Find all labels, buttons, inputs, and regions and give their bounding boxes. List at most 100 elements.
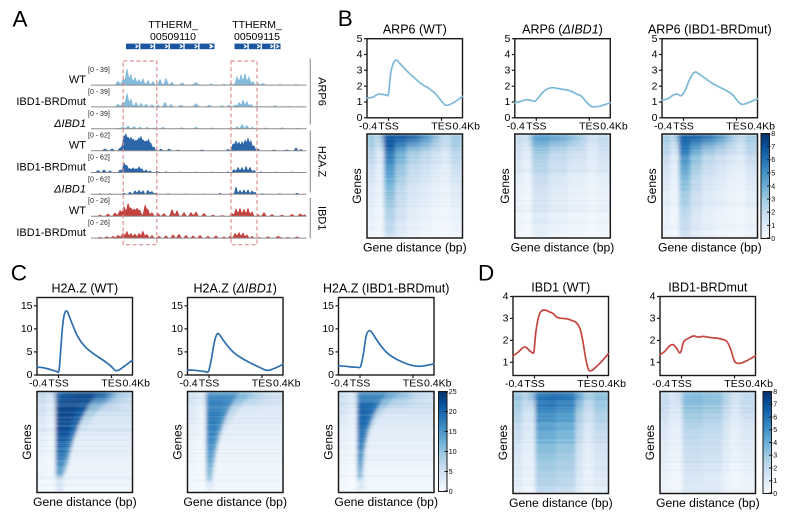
svg-text:Gene distance (bp): Gene distance (bp) [334,495,438,509]
svg-text:0.4Kb: 0.4Kb [123,378,151,390]
svg-text:TES: TES [403,378,423,390]
svg-text:5: 5 [177,346,183,358]
svg-text:-0.4: -0.4 [180,378,198,390]
svg-text:[0 - 39]: [0 - 39] [88,67,110,74]
svg-text:ARP6 (WT): ARP6 (WT) [383,23,447,37]
svg-text:1: 1 [357,96,363,108]
svg-text:ARP6 (ΔIBD1): ARP6 (ΔIBD1) [522,23,603,37]
svg-text:2: 2 [504,80,510,92]
svg-text:Gene distance (bp): Gene distance (bp) [658,241,762,255]
svg-text:TES: TES [724,378,744,390]
svg-text:Gene distance (bp): Gene distance (bp) [33,495,137,509]
svg-text:ARP6 (IBD1-BRDmut): ARP6 (IBD1-BRDmut) [648,23,772,37]
svg-text:Genes: Genes [496,425,510,460]
svg-text:5: 5 [771,170,775,177]
svg-text:-0.4: -0.4 [29,378,47,390]
svg-text:3: 3 [357,65,363,77]
svg-text:[0 - 26]: [0 - 26] [88,198,110,205]
svg-text:15: 15 [322,300,334,312]
svg-text:5: 5 [328,346,334,358]
svg-text:8: 8 [771,131,775,138]
svg-text:Genes: Genes [171,424,185,459]
svg-text:3: 3 [773,453,777,460]
svg-text:6: 6 [771,157,775,164]
svg-text:IBD1-BRDmut: IBD1-BRDmut [668,281,748,295]
svg-text:-0.4: -0.4 [654,120,672,132]
svg-text:Gene distance (bp): Gene distance (bp) [656,496,760,510]
svg-text:H2A.Z: H2A.Z [316,146,328,177]
svg-text:0: 0 [504,112,510,124]
svg-text:3: 3 [503,313,509,325]
svg-text:2: 2 [652,80,658,92]
svg-text:00509110: 00509110 [150,31,196,43]
svg-text:D: D [478,261,494,286]
svg-text:Gene distance (bp): Gene distance (bp) [183,495,287,509]
svg-text:TSS: TSS [526,120,546,132]
svg-text:8: 8 [773,389,777,396]
svg-text:1: 1 [771,223,775,230]
svg-text:4: 4 [357,49,363,61]
svg-text:ΔIBD1: ΔIBD1 [53,118,86,130]
svg-text:4: 4 [503,291,509,303]
svg-text:TSS: TSS [671,378,691,390]
svg-text:TES: TES [431,120,451,132]
svg-text:2: 2 [650,335,656,347]
svg-text:Genes: Genes [322,424,336,459]
svg-text:Gene distance (bp): Gene distance (bp) [511,241,615,255]
svg-text:5: 5 [449,469,453,476]
svg-text:0.4Kb: 0.4Kb [599,378,627,390]
svg-text:H2A.Z (IBD1-BRDmut): H2A.Z (IBD1-BRDmut) [323,282,449,296]
svg-text:10: 10 [21,323,33,335]
svg-text:6: 6 [773,414,777,421]
svg-text:IBD1-BRDmut: IBD1-BRDmut [16,162,86,174]
svg-text:3: 3 [652,65,658,77]
svg-text:0.4Kb: 0.4Kb [748,120,776,132]
svg-text:Genes: Genes [498,168,512,203]
svg-text:0: 0 [773,491,777,498]
svg-text:2: 2 [357,80,363,92]
svg-text:-0.4: -0.4 [505,378,523,390]
svg-text:-0.4: -0.4 [331,378,349,390]
svg-text:0: 0 [357,112,363,124]
svg-text:1: 1 [652,96,658,108]
svg-text:5: 5 [773,427,777,434]
svg-text:IBD1-BRDmut: IBD1-BRDmut [16,227,86,239]
svg-text:TES: TES [579,120,599,132]
svg-text:WT: WT [69,74,86,86]
svg-text:10: 10 [171,323,183,335]
svg-text:TSS: TSS [378,120,398,132]
svg-text:10: 10 [449,449,457,456]
svg-text:2: 2 [503,335,509,347]
svg-text:Genes: Genes [20,424,34,459]
svg-text:IBD1-BRDmut: IBD1-BRDmut [16,96,86,108]
svg-text:[0 - 62]: [0 - 62] [88,155,110,162]
svg-text:TES: TES [726,120,746,132]
svg-text:WT: WT [69,205,86,217]
svg-text:5: 5 [652,33,658,45]
svg-text:3: 3 [771,197,775,204]
svg-text:0: 0 [652,112,658,124]
svg-text:TES: TES [101,378,121,390]
svg-text:1: 1 [503,357,509,369]
svg-text:7: 7 [773,402,777,409]
svg-text:4: 4 [650,291,656,303]
svg-text:20: 20 [449,409,457,416]
svg-text:0: 0 [177,369,183,381]
svg-text:5: 5 [357,33,363,45]
svg-text:IBD1 (WT): IBD1 (WT) [531,281,590,295]
svg-text:7: 7 [771,144,775,151]
svg-text:0.4Kb: 0.4Kb [453,120,481,132]
svg-text:ΔIBD1: ΔIBD1 [53,183,86,195]
svg-text:0.4Kb: 0.4Kb [600,120,628,132]
svg-text:-0.4: -0.4 [652,378,670,390]
svg-text:4: 4 [504,49,510,61]
svg-text:1: 1 [773,478,777,485]
svg-text:4: 4 [773,440,777,447]
svg-text:3: 3 [504,65,510,77]
svg-text:0.4Kb: 0.4Kb [424,378,452,390]
svg-text:[0 - 62]: [0 - 62] [88,133,110,140]
svg-text:00509115: 00509115 [234,31,280,43]
svg-text:TSS: TSS [350,378,370,390]
svg-text:0: 0 [771,236,775,243]
svg-text:25: 25 [449,389,457,396]
